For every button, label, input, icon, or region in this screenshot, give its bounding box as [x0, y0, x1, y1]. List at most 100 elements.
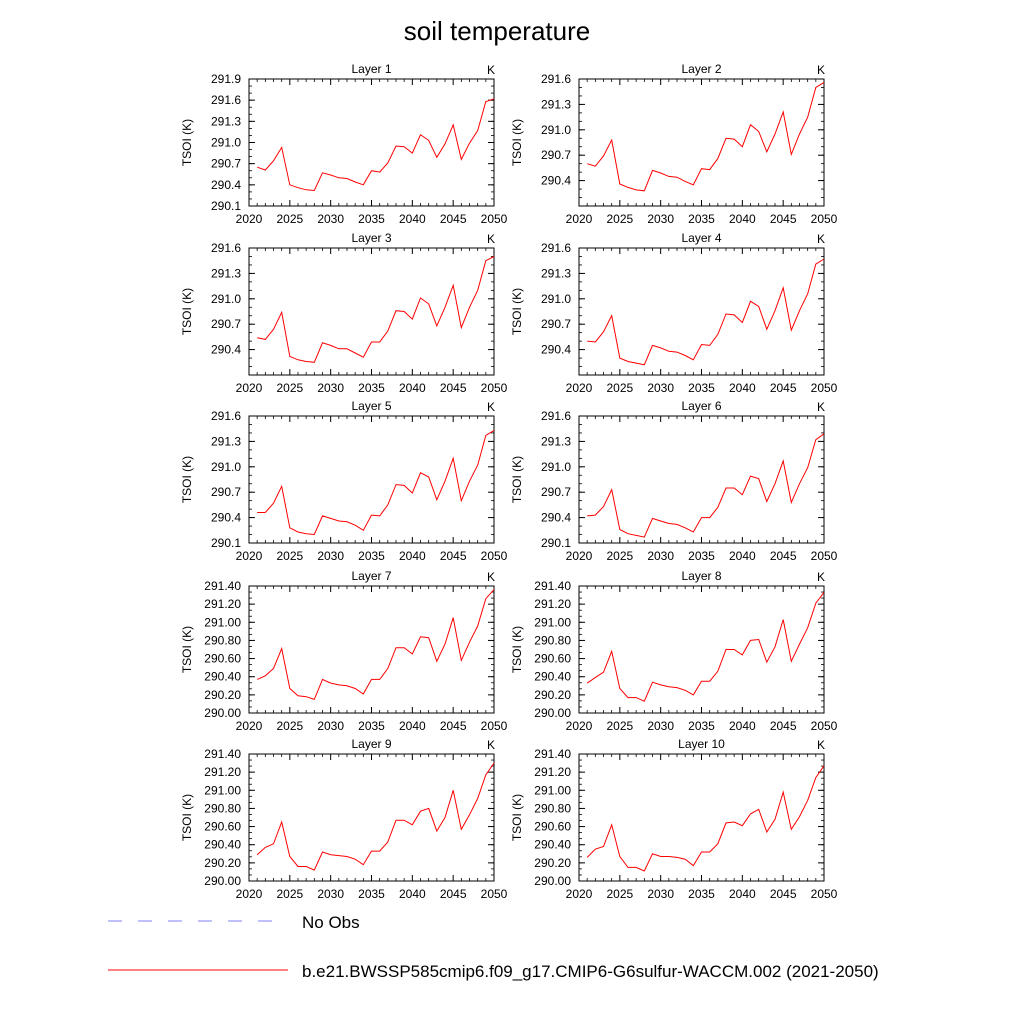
x-tick-label: 2040: [399, 719, 426, 733]
plot-frame: [578, 753, 825, 882]
y-tick-label: 290.80: [534, 633, 571, 647]
y-tick-label: 290.7: [211, 485, 241, 499]
x-tick-label: 2030: [647, 887, 674, 901]
x-tick-label: 2045: [770, 719, 797, 733]
y-tick-label: 291.3: [211, 266, 241, 280]
x-tick-label: 2030: [317, 887, 344, 901]
panel-layer-7: Layer 7 K 2020 2025 2030 2035 2040 2045 2050 290.…: [180, 569, 508, 733]
y-tick-label: 291.40: [204, 747, 241, 761]
panel-title: Layer 10: [678, 737, 725, 751]
x-tick-label: 2050: [811, 549, 838, 563]
panels-grid: Layer 1 K 2020 2025 2030 2035 2040 2045 2050 290.…: [180, 62, 838, 901]
units-label: K: [487, 738, 495, 752]
x-tick-label: 2025: [276, 381, 303, 395]
x-tick-label: 2025: [276, 549, 303, 563]
panel-title: Layer 6: [681, 399, 721, 413]
x-tick-label: 2030: [647, 549, 674, 563]
y-tick-label: 291.0: [211, 460, 241, 474]
y-tick-label: 290.20: [534, 856, 571, 870]
x-tick-label: 2040: [399, 212, 426, 226]
x-tick-label: 2035: [688, 887, 715, 901]
panel-title: Layer 9: [351, 737, 391, 751]
x-tick-label: 2045: [770, 887, 797, 901]
panel-title: Layer 1: [351, 62, 391, 76]
y-tick-label: 291.6: [211, 241, 241, 255]
y-tick-label: 290.80: [204, 633, 241, 647]
y-tick-label: 290.40: [534, 838, 571, 852]
x-tick-label: 2035: [358, 719, 385, 733]
x-tick-label: 2020: [236, 549, 263, 563]
y-axis-label: TSOI (K): [180, 119, 194, 166]
y-tick-label: 290.40: [534, 670, 571, 684]
x-tick-label: 2025: [606, 887, 633, 901]
y-tick-label: 291.6: [541, 241, 571, 255]
x-tick-label: 2025: [276, 887, 303, 901]
y-tick-label: 290.4: [541, 343, 571, 357]
y-tick-label: 290.7: [541, 485, 571, 499]
series-line: [256, 762, 495, 871]
x-tick-label: 2035: [688, 719, 715, 733]
x-tick-label: 2040: [729, 719, 756, 733]
x-tick-label: 2035: [358, 381, 385, 395]
x-tick-label: 2025: [606, 549, 633, 563]
y-tick-label: 290.7: [541, 317, 571, 331]
y-tick-label: 290.00: [534, 874, 571, 888]
units-label: K: [817, 570, 825, 584]
y-tick-label: 290.4: [541, 174, 571, 188]
panel-title: Layer 3: [351, 231, 391, 245]
series-line: [257, 429, 495, 536]
units-label: K: [817, 232, 825, 246]
x-tick-label: 2045: [440, 887, 467, 901]
series-line: [586, 591, 825, 702]
panel-title: Layer 8: [681, 569, 721, 583]
y-axis-label: TSOI (K): [180, 626, 194, 673]
units-label: K: [817, 738, 825, 752]
x-tick-label: 2040: [399, 549, 426, 563]
y-tick-label: 291.20: [534, 765, 571, 779]
x-tick-label: 2045: [770, 549, 797, 563]
y-tick-label: 290.4: [541, 511, 571, 525]
y-tick-label: 291.00: [534, 783, 571, 797]
y-tick-label: 290.80: [534, 801, 571, 815]
y-tick-label: 290.40: [204, 838, 241, 852]
panel-layer-6: Layer 6 K 2020 2025 2030 2035 2040 2045 2050 290.…: [510, 399, 838, 563]
y-tick-label: 290.60: [534, 820, 571, 834]
x-tick-label: 2025: [606, 719, 633, 733]
plot-frame: [248, 753, 495, 882]
x-tick-label: 2020: [566, 212, 593, 226]
y-tick-label: 291.6: [541, 409, 571, 423]
x-tick-label: 2030: [317, 549, 344, 563]
x-tick-label: 2020: [566, 887, 593, 901]
x-tick-label: 2035: [688, 381, 715, 395]
panel-title: Layer 2: [681, 62, 721, 76]
x-tick-label: 2050: [811, 719, 838, 733]
series-line: [256, 589, 495, 701]
panel-layer-5: Layer 5 K 2020 2025 2030 2035 2040 2045 2050 290.…: [180, 399, 508, 563]
y-tick-label: 290.80: [204, 801, 241, 815]
y-axis-label: TSOI (K): [510, 288, 524, 335]
legend-label-model: b.e21.BWSSP585cmip6.f09_g17.CMIP6-G6sulf…: [302, 962, 879, 981]
series-line: [587, 81, 825, 192]
y-tick-label: 290.00: [534, 706, 571, 720]
x-tick-label: 2040: [729, 549, 756, 563]
x-tick-label: 2050: [481, 887, 508, 901]
y-axis-label: TSOI (K): [180, 456, 194, 503]
y-tick-label: 291.0: [211, 136, 241, 150]
x-tick-label: 2030: [647, 381, 674, 395]
y-tick-label: 291.0: [541, 123, 571, 137]
x-tick-label: 2030: [647, 719, 674, 733]
y-tick-label: 291.20: [534, 597, 571, 611]
y-tick-label: 290.60: [204, 820, 241, 834]
x-tick-label: 2020: [236, 887, 263, 901]
units-label: K: [817, 400, 825, 414]
y-tick-label: 290.4: [211, 343, 241, 357]
y-tick-label: 290.4: [211, 511, 241, 525]
units-label: K: [487, 570, 495, 584]
y-tick-label: 291.9: [211, 72, 241, 86]
x-tick-label: 2025: [606, 381, 633, 395]
y-tick-label: 290.1: [211, 199, 241, 213]
panel-layer-3: Layer 3 K 2020 2025 2030 2035 2040 2045 2050 290.…: [180, 231, 508, 395]
y-tick-label: 291.6: [541, 72, 571, 86]
units-label: K: [817, 63, 825, 77]
